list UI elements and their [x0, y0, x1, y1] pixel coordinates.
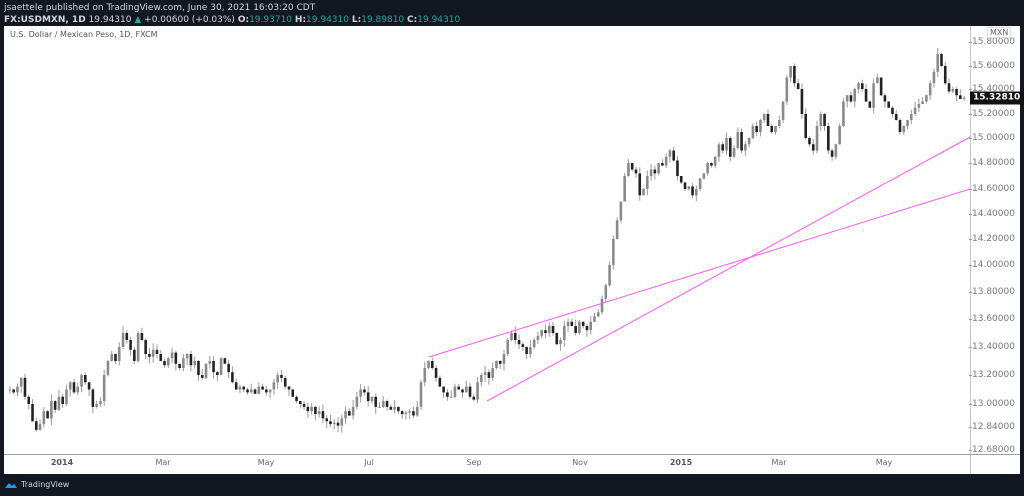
price-tick-label: 12.68000	[969, 445, 1015, 455]
open-value: 19.93710	[249, 15, 293, 25]
price-tick-label: 13.40000	[969, 342, 1015, 352]
up-arrow-icon: ▲	[134, 15, 142, 25]
price-tick-label: 15.00000	[969, 133, 1015, 143]
time-tick-label: Sep	[466, 458, 482, 467]
tradingview-logo: TradingView	[4, 480, 69, 489]
price-tick-label: 12.84000	[969, 422, 1015, 432]
low-value: 19.89810	[361, 15, 405, 25]
cloud-icon	[5, 482, 17, 488]
chart-title: U.S. Dollar / Mexican Peso, 1D, FXCM	[10, 30, 158, 39]
price-tick-label: 15.80000	[969, 37, 1015, 47]
time-tick-label: May	[257, 458, 275, 467]
last-price: 19.94310	[88, 15, 132, 25]
price-tick-label: 14.80000	[969, 158, 1015, 168]
chart-panel[interactable]: U.S. Dollar / Mexican Peso, 1D, FXCM 15.…	[4, 26, 1024, 474]
time-tick-label: Mar	[155, 458, 171, 467]
price-change: +0.00600 (+0.03%)	[144, 15, 235, 25]
time-tick-label: 2014	[50, 458, 74, 467]
candlestick-plot[interactable]	[4, 26, 970, 454]
price-tick-label: 14.20000	[969, 234, 1015, 244]
price-tick-label: 13.80000	[969, 287, 1015, 297]
price-tick-label: 13.00000	[969, 399, 1015, 409]
close-value: 19.94310	[417, 15, 461, 25]
publisher-line: jsaettele published on TradingView.com, …	[4, 3, 316, 13]
currency-label: MXN	[987, 27, 1012, 38]
trendline[interactable]	[428, 188, 970, 358]
price-tick-label: 13.20000	[969, 370, 1015, 380]
price-tick-label: 14.60000	[969, 184, 1015, 194]
price-tick-label: 15.20000	[969, 109, 1015, 119]
time-tick-label: May	[875, 458, 893, 467]
time-tick-label: Jul	[364, 458, 374, 467]
current-price-badge: 15.32810	[970, 91, 1024, 105]
symbol-info: FX:USDMXN, 1D 19.94310 ▲ +0.00600 (+0.03…	[4, 15, 461, 25]
time-tick-label: Nov	[572, 458, 588, 467]
trendline[interactable]	[486, 136, 970, 402]
price-tick-label: 15.40000	[969, 84, 1015, 94]
price-tick-label: 14.00000	[969, 260, 1015, 270]
high-value: 19.94310	[306, 15, 349, 25]
price-tick-label: 13.60000	[969, 314, 1015, 324]
price-tick-label: 15.60000	[969, 61, 1015, 71]
price-axis[interactable]	[970, 26, 971, 474]
symbol-label: FX:USDMXN, 1D	[4, 15, 86, 25]
price-tick-label: 14.40000	[969, 209, 1015, 219]
time-tick-label: Mar	[771, 458, 787, 467]
time-tick-label: 2015	[669, 458, 693, 467]
time-axis-line	[4, 454, 1020, 455]
